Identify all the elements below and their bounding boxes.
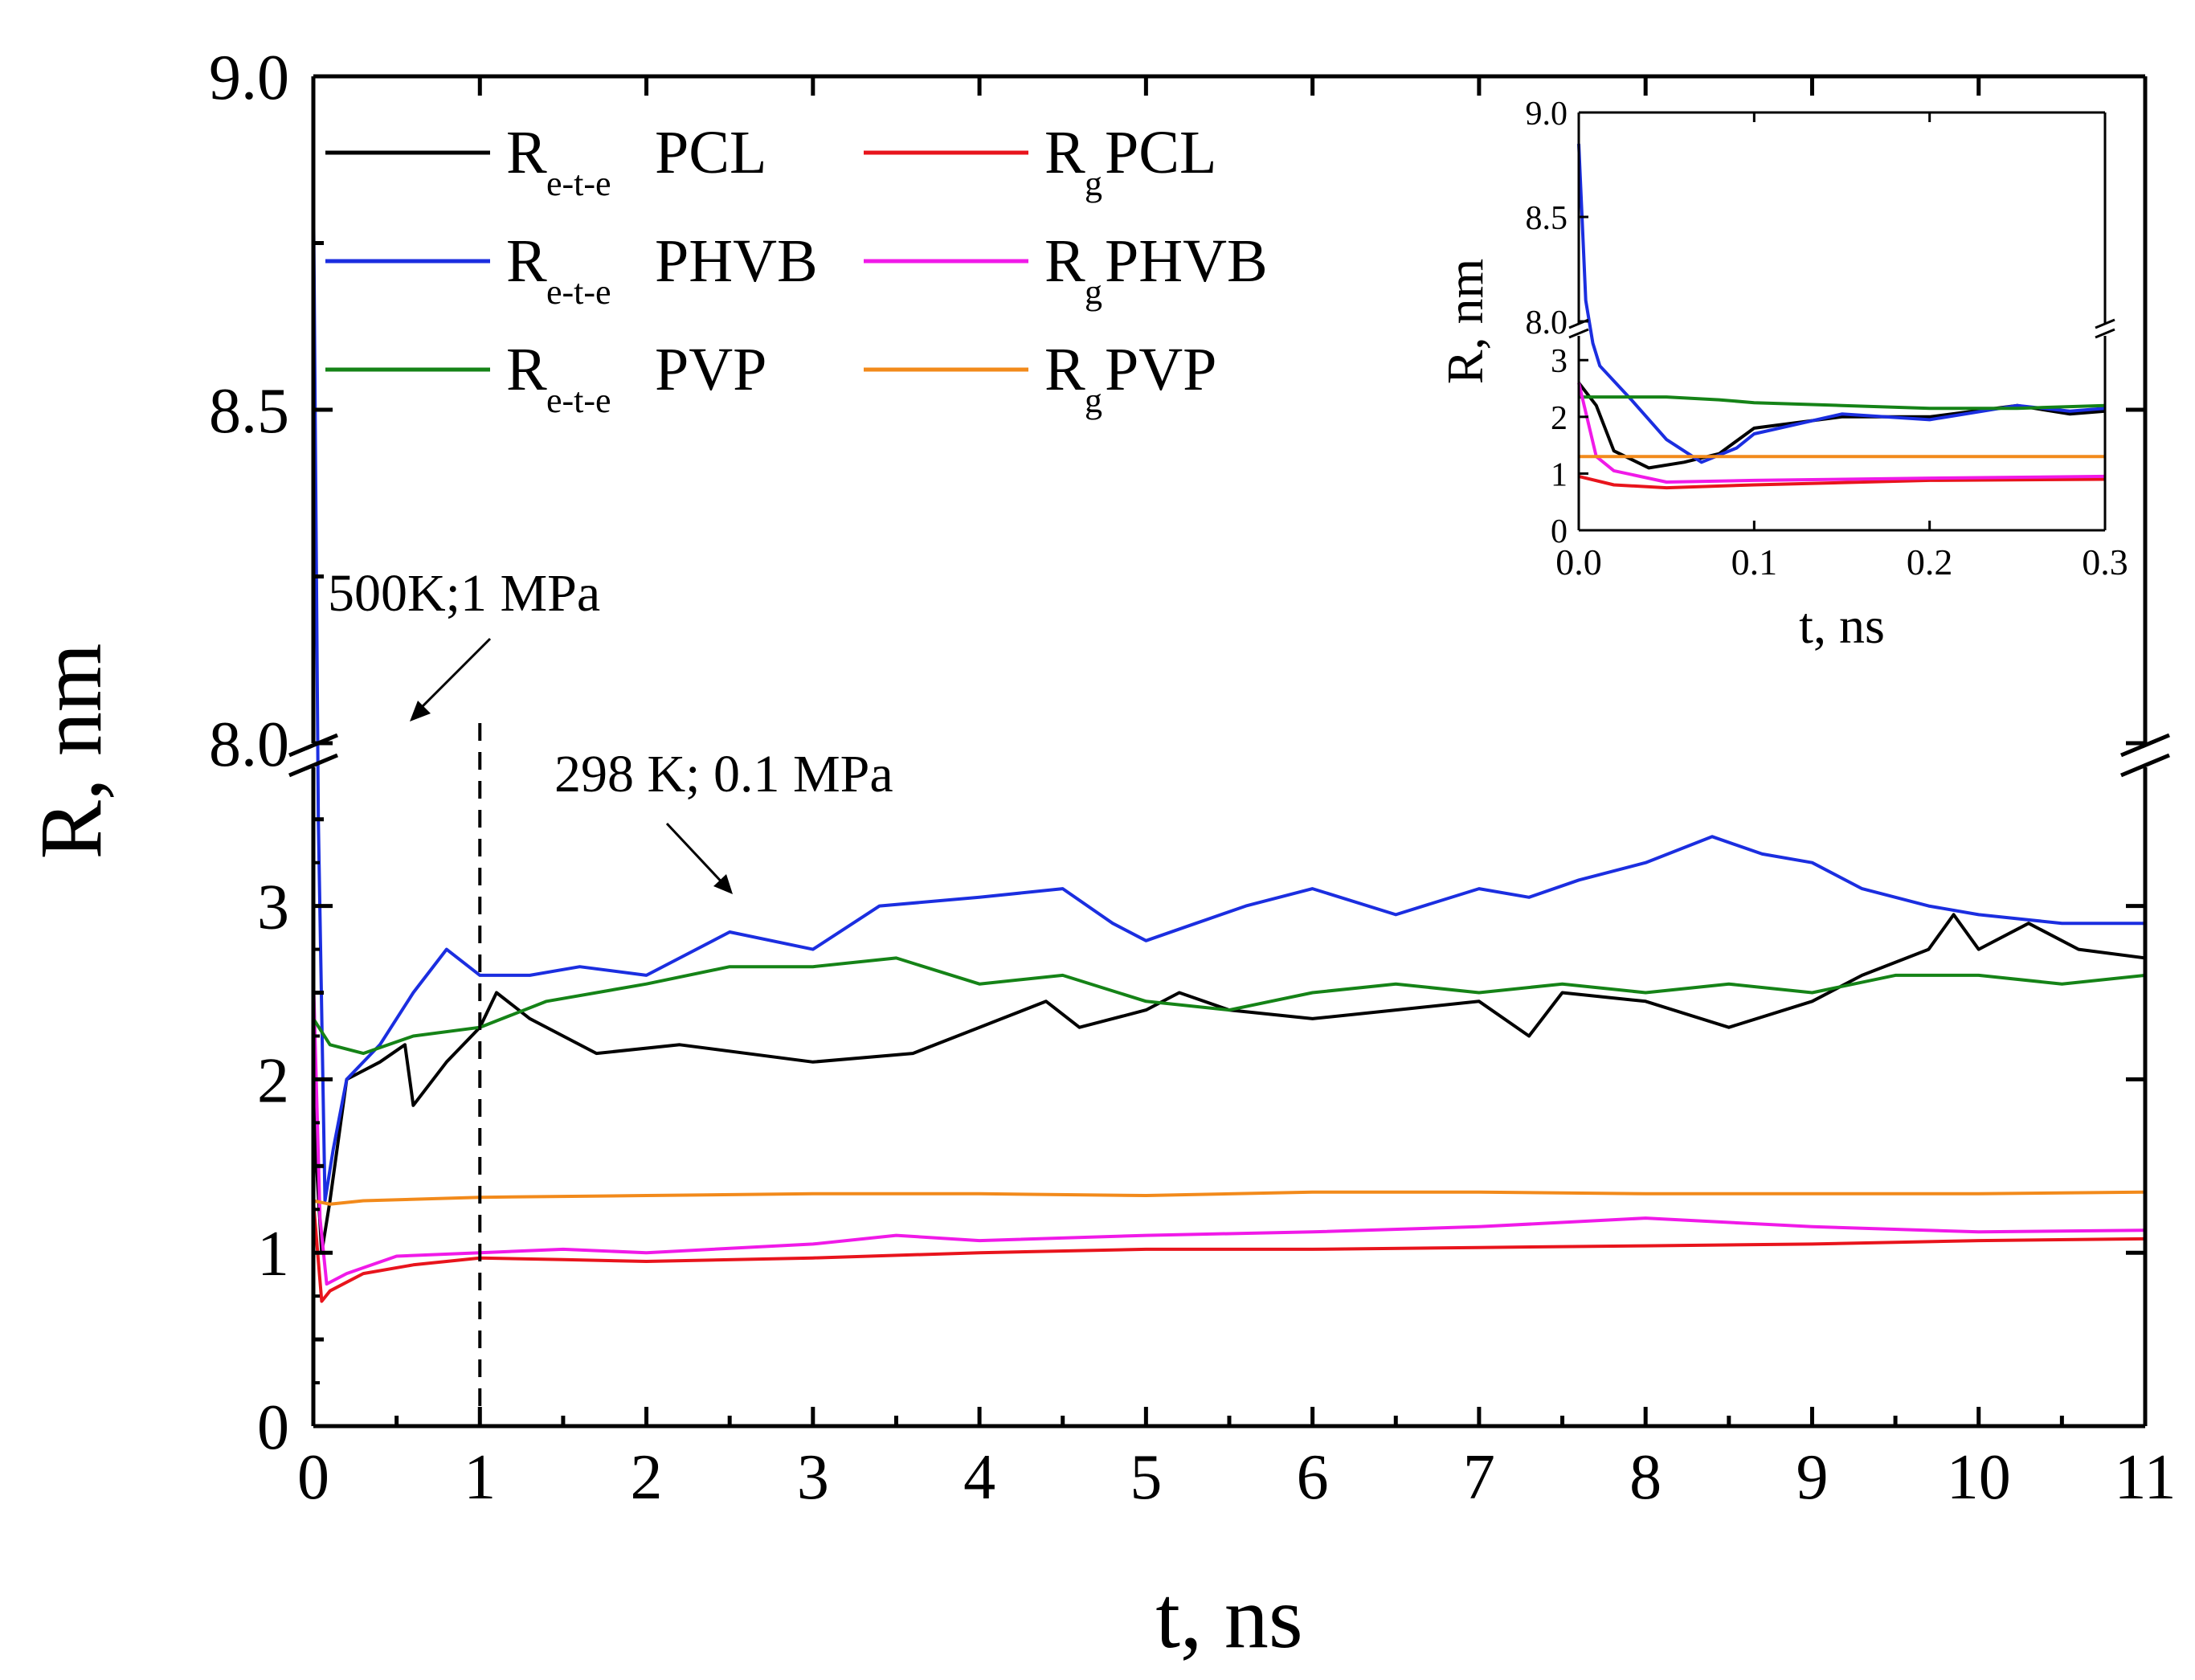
legend-subscript: e-t-e (546, 381, 611, 420)
x-tick-label: 1 (464, 1442, 496, 1513)
y-tick-label: 3 (257, 873, 289, 943)
legend-polymer: PHVB (1105, 227, 1268, 295)
inset-y-tick-label: 0 (1551, 513, 1568, 550)
x-axis-title: t, ns (1155, 1568, 1302, 1666)
inset-axis-break-mark (2095, 328, 2115, 339)
series-line-2 (312, 176, 2145, 1203)
y-tick-label: 8.0 (209, 709, 289, 780)
inset-axis-break-mark (2095, 318, 2115, 329)
x-tick-label: 4 (963, 1442, 995, 1513)
legend-symbol: R (506, 336, 547, 403)
legend-polymer: PCL (1105, 119, 1216, 186)
x-tick-label: 0 (297, 1442, 329, 1513)
legend-subscript: e-t-e (546, 164, 611, 203)
inset-y-tick-label: 8.0 (1526, 305, 1568, 341)
series-line-0 (312, 913, 2146, 1255)
x-tick-label: 2 (631, 1442, 663, 1513)
inset-series-line-1 (1577, 143, 2106, 464)
inset-y-tick-label: 1 (1551, 456, 1568, 493)
inset-y-tick-label: 8.5 (1526, 200, 1568, 237)
inset-x-tick-label: 0.3 (2082, 542, 2128, 582)
legend-symbol: R (1044, 119, 1085, 186)
legend-symbol: R (506, 119, 547, 186)
inset-series-line-3 (1578, 474, 2106, 490)
annotation-text: 500K;1 MPa (328, 564, 600, 623)
annotation-text: 298 K; 0.1 MPa (554, 745, 893, 803)
y-tick-label: 1 (257, 1219, 289, 1290)
x-tick-label: 9 (1796, 1442, 1828, 1513)
legend-subscript: e-t-e (546, 272, 611, 312)
legend-subscript: g (1085, 381, 1102, 420)
legend-polymer: PVP (1105, 336, 1216, 403)
inset-series-line-2 (1579, 395, 2106, 411)
legend-polymer: PVP (655, 336, 766, 403)
inset-y-tick-label: 3 (1551, 343, 1568, 380)
axis-break-mark (2120, 753, 2170, 778)
x-tick-label: 10 (1947, 1442, 2011, 1513)
inset-y-tick-label: 9.0 (1526, 96, 1568, 133)
y-tick-label: 0 (257, 1392, 289, 1463)
legend-subscript: g (1085, 164, 1102, 203)
inset-x-tick-label: 0.0 (1555, 542, 1602, 582)
x-tick-label: 8 (1629, 1442, 1662, 1513)
x-tick-label: 5 (1130, 1442, 1162, 1513)
inset-axis-break-mark (1568, 328, 1589, 339)
x-tick-label: 3 (797, 1442, 829, 1513)
legend-symbol: R (1044, 336, 1085, 403)
annotation-arrow (665, 822, 729, 889)
legend-symbol: R (506, 227, 547, 295)
annotation-arrowhead (713, 874, 733, 894)
inset-plot: 0.0 0.1 0.2 0.3 0 1 2 38.0 8.5 9.0 t, ns R, nm (1437, 96, 2128, 654)
x-tick-label: 11 (2114, 1442, 2176, 1513)
inset-x-tick-label: 0.2 (1907, 542, 1953, 582)
legend-polymer: PHVB (655, 227, 818, 295)
x-tick-label: 6 (1297, 1442, 1329, 1513)
y-tick-label: 9.0 (209, 43, 289, 113)
legend-symbol: R (1044, 227, 1085, 295)
inset-y-tick-label: 2 (1551, 400, 1568, 437)
y-axis-title: R, nm (22, 644, 120, 860)
annotation-arrow (412, 637, 492, 717)
inset-x-tick-label: 0.1 (1731, 542, 1778, 582)
x-tick-label: 7 (1463, 1442, 1495, 1513)
axis-break-mark (288, 753, 338, 778)
series-line-5 (313, 1190, 2146, 1206)
series-line-1 (312, 1200, 2146, 1303)
series-line-3 (312, 975, 2146, 1286)
annotation-arrowhead (410, 701, 431, 721)
inset-x-axis-title: t, ns (1799, 597, 1885, 654)
y-tick-label: 8.5 (209, 376, 289, 447)
y-tick-label: 2 (257, 1045, 289, 1116)
inset-y-axis-title: R, nm (1437, 259, 1494, 384)
legend-subscript: g (1085, 272, 1102, 312)
legend-polymer: PCL (655, 119, 766, 186)
